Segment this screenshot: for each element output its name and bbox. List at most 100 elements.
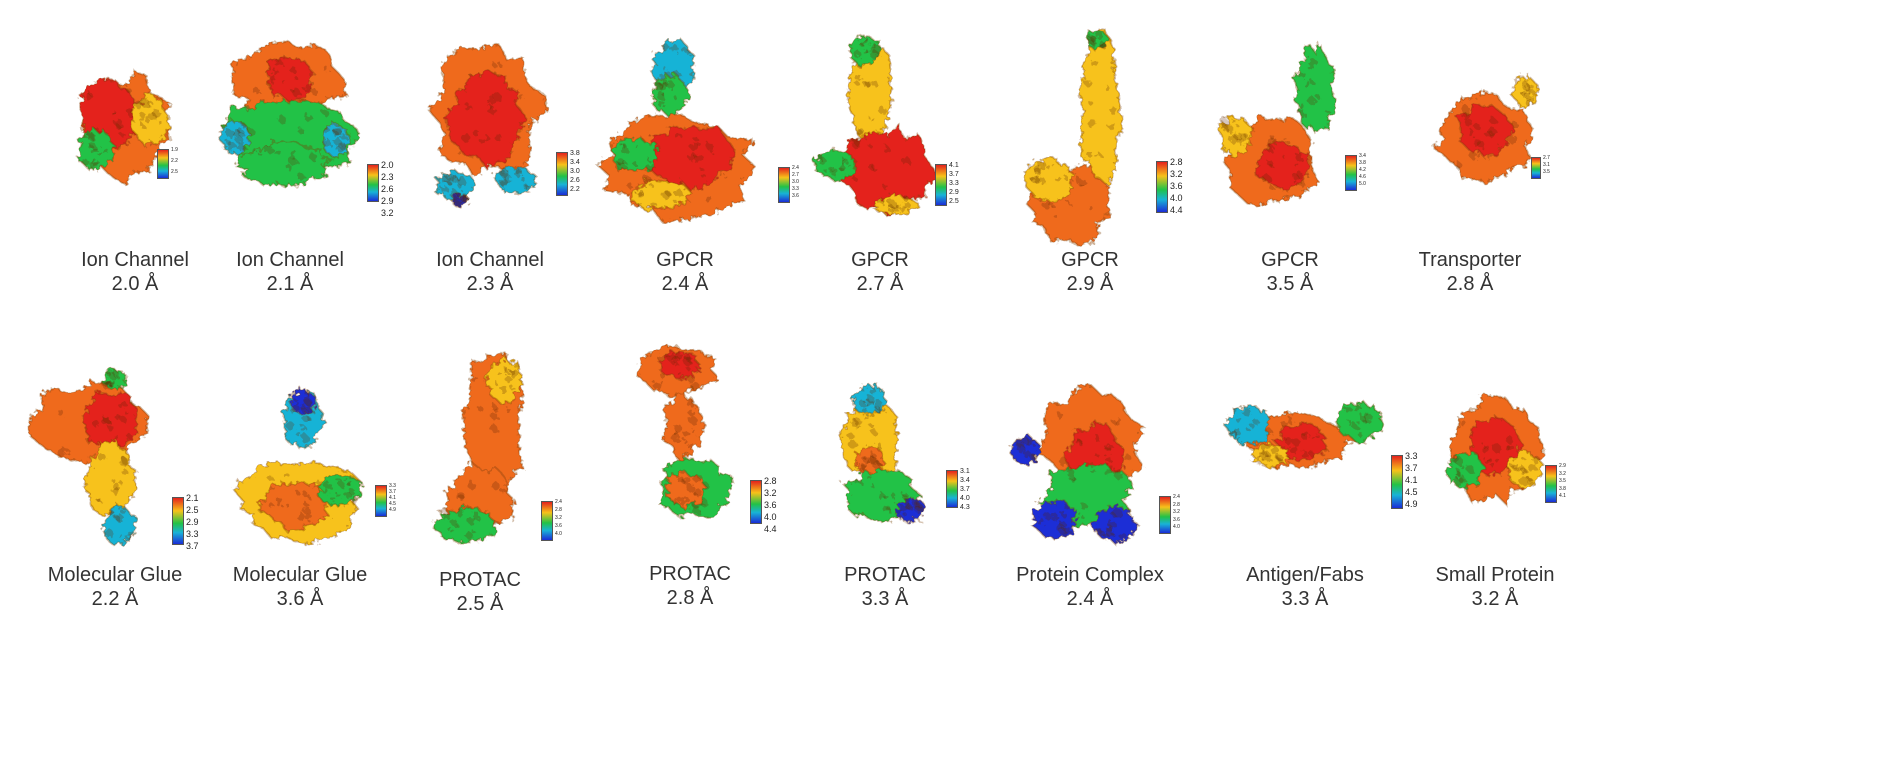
structure-resolution: 3.6 Å: [276, 588, 324, 610]
colorbar-gradient: [935, 164, 947, 206]
colorbar-ticks: 2.8 3.2 3.6 4.0 4.4: [1170, 156, 1183, 215]
local-resolution-colorbar: 3.8 3.4 3.0 2.6 2.2: [556, 150, 617, 196]
colorbar-tick-label: 3.7: [1405, 463, 1418, 473]
colorbar-gradient: [750, 480, 762, 524]
colorbar-tick-label: 4.1: [949, 162, 959, 169]
colorbar-ticks: 3.3 3.7 4.1 4.5 4.9: [1405, 450, 1418, 509]
colorbar-gradient: [1345, 155, 1357, 191]
density-map-image: [219, 40, 362, 188]
density-map-image: [431, 352, 525, 544]
colorbar-tick-label: 2.7: [792, 172, 799, 178]
local-resolution-colorbar: 2.9 3.2 3.5 3.8 4.1: [1545, 463, 1606, 503]
colorbar-tick-label: 3.4: [570, 159, 580, 166]
local-resolution-colorbar: 2.1 2.5 2.9 3.3 3.7: [172, 493, 233, 551]
density-map-image: [636, 345, 734, 521]
structure-caption: GPCR 3.5 Å: [1175, 248, 1405, 296]
density-map-image: [76, 70, 172, 186]
structure-type: Ion Channel: [81, 249, 189, 271]
colorbar-tick-label: 3.7: [389, 489, 396, 495]
colorbar-tick-label: 4.1: [389, 495, 396, 501]
structure-resolution: 2.1 Å: [266, 273, 314, 295]
structure-type: Ion Channel: [436, 249, 544, 271]
colorbar-ticks: 1.9 2.2 2.5: [171, 147, 178, 175]
structure-caption: Ion Channel 2.0 Å: [20, 248, 250, 296]
colorbar-tick-label: 3.6: [792, 193, 799, 199]
density-map-image: [595, 37, 756, 223]
colorbar-tick-label: 3.8: [1359, 160, 1366, 166]
colorbar-tick-label: 2.9: [381, 196, 394, 206]
colorbar-gradient: [1156, 161, 1168, 213]
colorbar-tick-label: 2.9: [1559, 463, 1566, 469]
structure-panel: PROTAC 2.8 Å: [575, 340, 805, 720]
colorbar-gradient: [157, 149, 169, 179]
colorbar-gradient: [1545, 465, 1557, 503]
structure-resolution: 3.2 Å: [1471, 588, 1519, 610]
structure-panel: Molecular Glue 2.2 Å: [0, 360, 230, 740]
structure-panel: PROTAC 2.5 Å: [365, 340, 595, 720]
colorbar-tick-label: 3.2: [381, 208, 394, 218]
density-map-image: [839, 382, 925, 525]
structure-panel: Small Protein 3.2 Å: [1380, 360, 1610, 740]
structure-resolution: 3.3 Å: [861, 588, 909, 610]
colorbar-tick-label: 2.4: [1173, 494, 1180, 500]
local-resolution-colorbar: 2.4 2.7 3.0 3.3 3.6: [778, 165, 839, 203]
structure-type: PROTAC: [844, 564, 926, 586]
density-map-image: [233, 388, 364, 545]
colorbar-tick-label: 4.0: [1173, 524, 1180, 530]
colorbar-tick-label: 3.3: [389, 483, 396, 489]
colorbar-tick-label: 2.5: [171, 169, 178, 175]
structure-panel: GPCR 3.5 Å: [1175, 20, 1405, 400]
structure-type: GPCR: [1261, 249, 1319, 271]
density-map-image: [1023, 26, 1123, 246]
structure-panel: Ion Channel 2.0 Å: [20, 20, 250, 400]
structure-caption: Ion Channel 2.1 Å: [175, 248, 405, 296]
colorbar-ticks: 2.4 2.8 3.2 3.6 4.0: [555, 499, 562, 537]
colorbar-tick-label: 2.8: [1170, 157, 1183, 167]
local-resolution-colorbar: 3.3 3.7 4.1 4.5 4.9: [1391, 451, 1452, 509]
structure-type: PROTAC: [649, 563, 731, 585]
colorbar-tick-label: 2.4: [555, 499, 562, 505]
structure-resolution: 2.5 Å: [456, 593, 504, 615]
colorbar-gradient: [541, 501, 553, 541]
colorbar-tick-label: 3.4: [960, 477, 970, 484]
local-resolution-colorbar: 2.4 2.8 3.2 3.6 4.0: [1159, 494, 1220, 534]
structure-resolution: 2.2 Å: [91, 588, 139, 610]
structure-resolution: 2.8 Å: [1446, 273, 1494, 295]
density-map-image: [1444, 393, 1546, 507]
structure-resolution: 3.3 Å: [1281, 588, 1329, 610]
colorbar-gradient: [556, 152, 568, 196]
structure-resolution: 2.7 Å: [856, 273, 904, 295]
colorbar-gradient: [172, 497, 184, 545]
colorbar-gradient: [1531, 157, 1541, 179]
colorbar-ticks: 3.4 3.8 4.2 4.6 5.0: [1359, 153, 1366, 187]
colorbar-ticks: 2.4 2.7 3.0 3.3 3.6: [792, 165, 799, 199]
structure-panel: Antigen/Fabs 3.3 Å: [1190, 360, 1420, 740]
structure-panel: PROTAC 3.3 Å: [770, 360, 1000, 740]
structure-caption: PROTAC 2.8 Å: [575, 562, 805, 610]
colorbar-tick-label: 1.9: [171, 147, 178, 153]
local-resolution-colorbar: 2.8 3.2 3.6 4.0 4.4: [1156, 157, 1217, 215]
colorbar-tick-label: 4.6: [1359, 174, 1366, 180]
colorbar-tick-label: 3.3: [186, 529, 199, 539]
colorbar-tick-label: 4.5: [389, 501, 396, 507]
colorbar-tick-label: 4.3: [960, 504, 970, 511]
local-resolution-colorbar: 4.1 3.7 3.3 2.9 2.5: [935, 162, 996, 206]
structure-caption: Protein Complex 2.4 Å: [975, 563, 1205, 611]
colorbar-tick-label: 3.6: [764, 500, 777, 510]
structure-resolution: 2.3 Å: [466, 273, 514, 295]
colorbar-tick-label: 3.1: [1543, 162, 1550, 168]
structure-panel: Transporter 2.8 Å: [1355, 20, 1585, 400]
colorbar-tick-label: 4.0: [1170, 193, 1183, 203]
colorbar-tick-label: 3.2: [764, 488, 777, 498]
colorbar-tick-label: 4.1: [1405, 475, 1418, 485]
structure-panel: Ion Channel 2.1 Å: [175, 20, 405, 400]
colorbar-tick-label: 4.0: [764, 512, 777, 522]
colorbar-tick-label: 3.0: [570, 168, 580, 175]
structure-type: GPCR: [851, 249, 909, 271]
density-map-image: [1222, 401, 1384, 470]
colorbar-tick-label: 3.2: [1173, 509, 1180, 515]
colorbar-gradient: [778, 167, 790, 203]
structure-resolution: 3.5 Å: [1266, 273, 1314, 295]
colorbar-tick-label: 2.0: [381, 160, 394, 170]
structure-caption: Transporter 2.8 Å: [1355, 248, 1585, 296]
